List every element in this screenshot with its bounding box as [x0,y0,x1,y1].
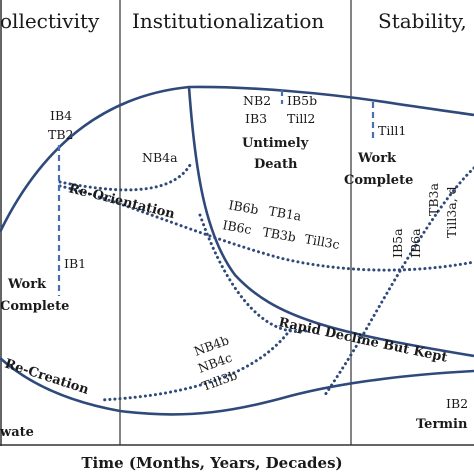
re-orientation-label: Re-Orientation [67,181,177,222]
code-till3c: Till3c [303,231,340,252]
untimely-death-line2: Death [254,157,298,172]
code-till1: Till1 [378,123,406,138]
termin-label: Termin [416,417,468,432]
stability-dotted-descent [323,166,474,397]
untimely-death-line1: Untimely [242,136,309,151]
code-ib5a: IB5a [390,228,405,258]
nb4a-dotted-branch [58,163,192,192]
code-till3ad: Till3a, d [444,186,459,238]
code-ib6c: IB6c [221,217,252,237]
work-complete-left-line2: Complete [0,299,69,314]
header-collectivity: ollectivity [0,9,100,33]
rapid-decline-label: Rapid Decline But Kept [277,315,448,365]
nb4b-dotted-branch [98,328,292,402]
code-ib4: IB4 [50,108,72,123]
work-complete-left-line1: Work [7,277,47,292]
re-creation-label: Re-Creation [3,357,91,398]
code-ib5b: IB5b [287,93,317,108]
code-nb2: NB2 [243,93,271,108]
code-tb3b: TB3b [261,224,297,245]
code-tb1a: TB1a [267,203,303,224]
code-ib6b: IB6b [227,197,259,217]
code-ib6a: IB6a [408,228,423,258]
till-dotted-branch [198,213,312,333]
code-ib3: IB3 [245,111,267,126]
code-nb4a: NB4a [142,150,178,165]
header-institutionalization: Institutionalization [132,9,324,33]
private-label: wate [0,425,34,440]
code-tb2: TB2 [48,127,73,142]
re-creation-curve [0,357,474,416]
rapid-decline-curve [187,86,474,358]
re-orientation-dotted-curve [58,184,474,272]
header-stability: Stability, I [378,9,474,33]
code-tb3a: TB3a [426,183,441,216]
x-axis-label: Time (Months, Years, Decades) [81,454,342,472]
code-ib2: IB2 [446,396,468,411]
code-ib1: IB1 [64,256,86,271]
code-till2: Till2 [287,111,315,126]
work-complete-right-line1: Work [357,151,397,166]
work-complete-right-line2: Complete [344,173,413,188]
